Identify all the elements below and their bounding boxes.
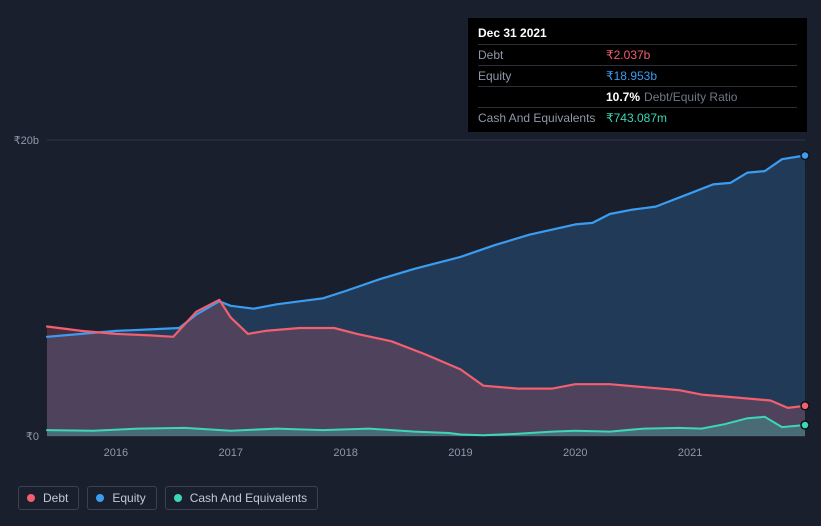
tooltip-row: Debt₹2.037b	[478, 44, 797, 65]
tooltip-row-value: 10.7%Debt/Equity Ratio	[606, 88, 737, 106]
x-axis-label: 2018	[333, 447, 357, 459]
tooltip-row: 10.7%Debt/Equity Ratio	[478, 86, 797, 107]
y-axis-label: ₹20b	[14, 135, 39, 147]
tooltip-row-label	[478, 88, 606, 106]
tooltip-row: Equity₹18.953b	[478, 65, 797, 86]
legend-dot	[96, 494, 104, 502]
cursor-marker-debt	[801, 402, 809, 410]
cursor-marker-cash	[801, 421, 809, 429]
tooltip-row-value: ₹18.953b	[606, 67, 657, 85]
legend-item-equity[interactable]: Equity	[87, 486, 156, 510]
tooltip-row-value: ₹743.087m	[606, 109, 667, 127]
legend-label: Debt	[43, 491, 68, 505]
tooltip-row-suffix: Debt/Equity Ratio	[644, 90, 737, 104]
tooltip-row-label: Cash And Equivalents	[478, 109, 606, 127]
chart-legend: Debt Equity Cash And Equivalents	[18, 486, 318, 510]
cursor-marker-equity	[801, 152, 809, 160]
tooltip-row: Cash And Equivalents₹743.087m	[478, 107, 797, 128]
x-axis-label: 2017	[219, 447, 243, 459]
legend-dot	[27, 494, 35, 502]
x-axis-label: 2016	[104, 447, 128, 459]
y-axis-label: ₹0	[26, 431, 39, 443]
tooltip-row-label: Equity	[478, 67, 606, 85]
x-axis-label: 2020	[563, 447, 587, 459]
legend-item-debt[interactable]: Debt	[18, 486, 79, 510]
legend-item-cash-and-equivalents[interactable]: Cash And Equivalents	[165, 486, 318, 510]
tooltip-row-value: ₹2.037b	[606, 46, 650, 64]
x-axis-label: 2019	[448, 447, 472, 459]
legend-dot	[174, 494, 182, 502]
legend-label: Equity	[112, 491, 145, 505]
chart-tooltip: Dec 31 2021 Debt₹2.037bEquity₹18.953b10.…	[468, 18, 807, 132]
x-axis-label: 2021	[678, 447, 702, 459]
tooltip-row-label: Debt	[478, 46, 606, 64]
legend-label: Cash And Equivalents	[190, 491, 307, 505]
tooltip-date: Dec 31 2021	[478, 24, 797, 44]
